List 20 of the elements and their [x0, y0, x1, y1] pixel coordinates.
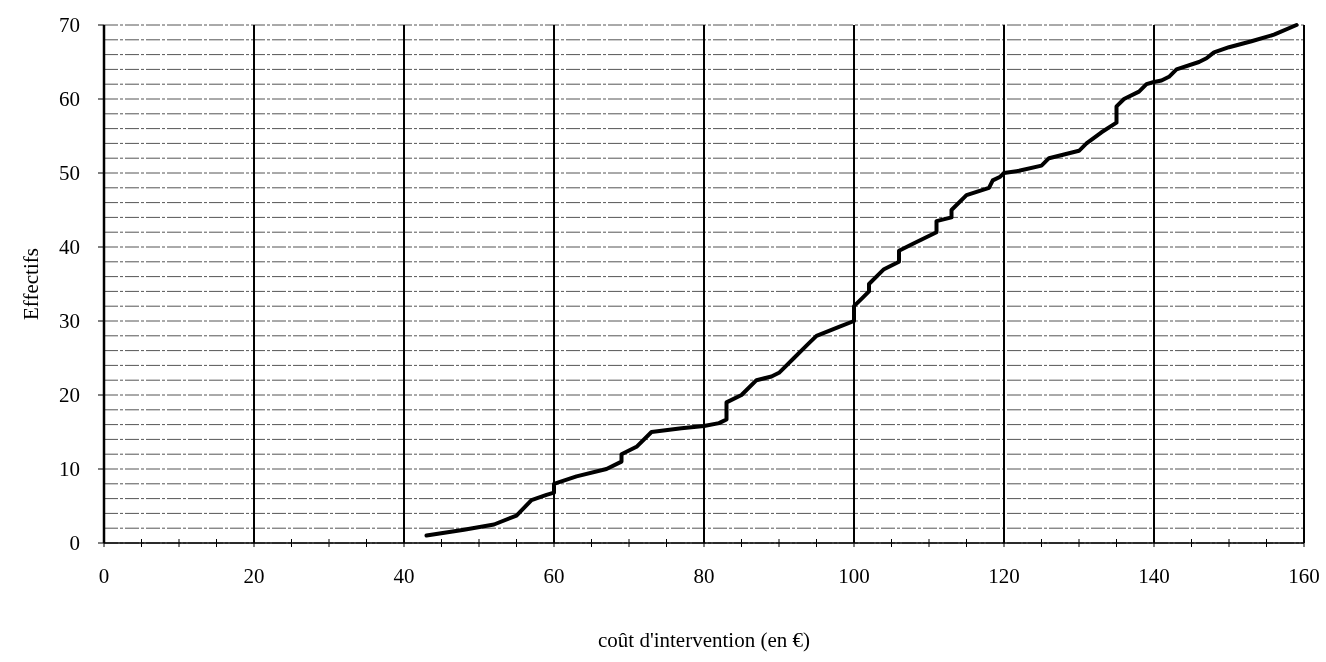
x-tick-label: 100: [838, 564, 870, 588]
y-tick-label: 40: [59, 235, 80, 259]
y-tick-label: 60: [59, 87, 80, 111]
y-tick-label: 20: [59, 383, 80, 407]
x-tick-label: 60: [543, 564, 565, 588]
x-axis-title: coût d'intervention (en €): [598, 628, 810, 652]
y-tick-label: 50: [59, 161, 80, 185]
x-tick-label: 20: [243, 564, 265, 588]
x-tick-label: 120: [988, 564, 1020, 588]
x-tick-label: 80: [693, 564, 715, 588]
x-tick-label: 140: [1138, 564, 1170, 588]
y-tick-label: 0: [69, 531, 80, 555]
y-tick-label: 30: [59, 309, 80, 333]
y-tick-label: 10: [59, 457, 80, 481]
line-series: [424, 23, 1299, 538]
x-tick-label: 0: [98, 564, 110, 588]
x-tick-label: 40: [393, 564, 415, 588]
y-tick-label: 70: [59, 13, 80, 37]
x-tick-label: 160: [1288, 564, 1320, 588]
y-axis-title: Effectifs: [19, 248, 43, 320]
